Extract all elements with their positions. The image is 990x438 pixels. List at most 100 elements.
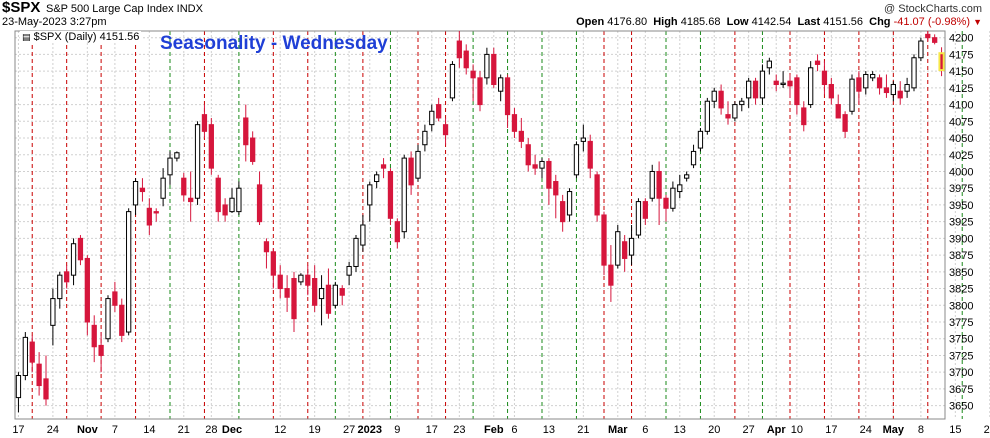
- candle-body: [50, 298, 56, 326]
- y-tick-label: 3725: [949, 350, 973, 362]
- candle-body: [84, 257, 90, 323]
- candle-body: [380, 164, 387, 169]
- candle-body: [277, 274, 283, 290]
- last-label: Last: [797, 16, 821, 28]
- candle-body: [594, 174, 600, 216]
- open-value: 4176.80: [607, 16, 648, 28]
- x-tick-label: 21: [178, 424, 190, 436]
- candle-body: [346, 265, 352, 276]
- plot-frame: [14, 30, 946, 420]
- candle-body: [525, 144, 531, 166]
- candle-body: [188, 197, 194, 203]
- x-tick-label: 28: [205, 424, 217, 436]
- candle-body: [201, 114, 208, 132]
- candle-body: [422, 130, 428, 146]
- candle-body: [821, 70, 828, 86]
- candle-body: [925, 33, 931, 39]
- plot-label: ▤ $SPX (Daily) 4151.56: [20, 31, 142, 43]
- candle-body: [222, 204, 228, 216]
- y-tick-label: 3900: [949, 233, 973, 245]
- ohlc-summary: Open 4176.80 High 4185.68 Low 4142.54 La…: [576, 16, 982, 28]
- candle-body: [608, 264, 614, 286]
- candle-body: [560, 201, 566, 223]
- y-tick-label: 3950: [949, 200, 973, 212]
- candle-body: [787, 80, 793, 87]
- last-value: 4151.56: [823, 16, 863, 28]
- candle-body: [828, 84, 834, 99]
- candle-body: [57, 274, 63, 300]
- candle-body: [663, 197, 669, 209]
- low-value: 4142.54: [751, 16, 792, 28]
- chg-label: Chg: [869, 16, 891, 28]
- x-tick-label: 12: [274, 424, 286, 436]
- plot-label-text: $SPX (Daily) 4151.56: [33, 31, 140, 43]
- x-tick-label: May: [883, 424, 905, 436]
- candle-body: [904, 84, 910, 92]
- candle-body: [119, 304, 125, 336]
- x-tick-label: Nov: [77, 424, 99, 436]
- candle-body: [139, 187, 146, 193]
- candle-body: [153, 211, 159, 214]
- y-tick-label: 3975: [949, 183, 973, 195]
- candle-body: [456, 40, 462, 59]
- candle-body: [642, 201, 648, 219]
- candle-body: [463, 50, 469, 69]
- candle-body: [690, 150, 697, 166]
- y-tick-label: 3750: [949, 334, 973, 346]
- y-tick-label: 3825: [949, 284, 973, 296]
- chart-header: $SPX S&P 500 Large Cap Index INDX @ Stoc…: [0, 0, 990, 17]
- candle-body: [429, 110, 435, 126]
- candle-body: [91, 324, 97, 348]
- candle-body: [739, 100, 745, 106]
- symbol-description: S&P 500 Large Cap Index INDX: [46, 3, 203, 15]
- x-tick-label: 19: [309, 424, 321, 436]
- candle-body: [484, 53, 490, 79]
- candle-body: [628, 237, 635, 256]
- candle-body: [360, 224, 366, 246]
- candle-body: [704, 100, 710, 132]
- candle-body: [752, 80, 759, 99]
- candle-body: [236, 187, 242, 213]
- candle-body: [546, 160, 552, 189]
- candle-body: [64, 271, 70, 283]
- candle-body: [22, 336, 28, 377]
- symbol: $SPX: [2, 0, 41, 16]
- candle-body: [291, 278, 297, 320]
- candle-body: [504, 77, 511, 116]
- candle-body: [870, 73, 876, 79]
- candle-body: [229, 197, 235, 213]
- quote-row: 23-May-2023 3:27pm Open 4176.80 High 418…: [0, 16, 990, 30]
- candle-body: [298, 274, 304, 283]
- candle-body: [573, 144, 580, 176]
- y-tick-label: 3675: [949, 384, 973, 396]
- watermark: @ StockCharts.com: [884, 3, 982, 15]
- candle-body: [442, 124, 449, 136]
- x-tick-label: 17: [825, 424, 837, 436]
- x-tick-label: 23: [453, 424, 465, 436]
- y-tick-label: 4100: [949, 100, 973, 112]
- candle-body: [332, 284, 338, 306]
- candle-body: [808, 67, 814, 106]
- x-tick-label: 10: [791, 424, 803, 436]
- x-tick-label: Mar: [608, 424, 628, 436]
- y-tick-label: 3700: [949, 367, 973, 379]
- y-tick-label: 4175: [949, 49, 973, 61]
- candle-body: [318, 288, 325, 300]
- candle-body: [498, 77, 504, 92]
- candle-body: [353, 237, 359, 267]
- high-value: 4185.68: [680, 16, 721, 28]
- candle-body: [587, 140, 593, 169]
- candle-body: [36, 363, 42, 387]
- y-tick-label: 3775: [949, 317, 973, 329]
- y-tick-label: 4150: [949, 66, 973, 78]
- candle-body: [167, 157, 173, 176]
- candle-body: [876, 77, 883, 89]
- candle-body: [773, 80, 779, 86]
- candle-body: [615, 231, 621, 266]
- x-tick-label: Dec: [222, 424, 242, 436]
- candle-body: [794, 77, 800, 106]
- x-tick-label: 17: [426, 424, 438, 436]
- candle-body: [601, 214, 607, 266]
- candle-body: [70, 243, 77, 276]
- candle-body: [684, 174, 690, 179]
